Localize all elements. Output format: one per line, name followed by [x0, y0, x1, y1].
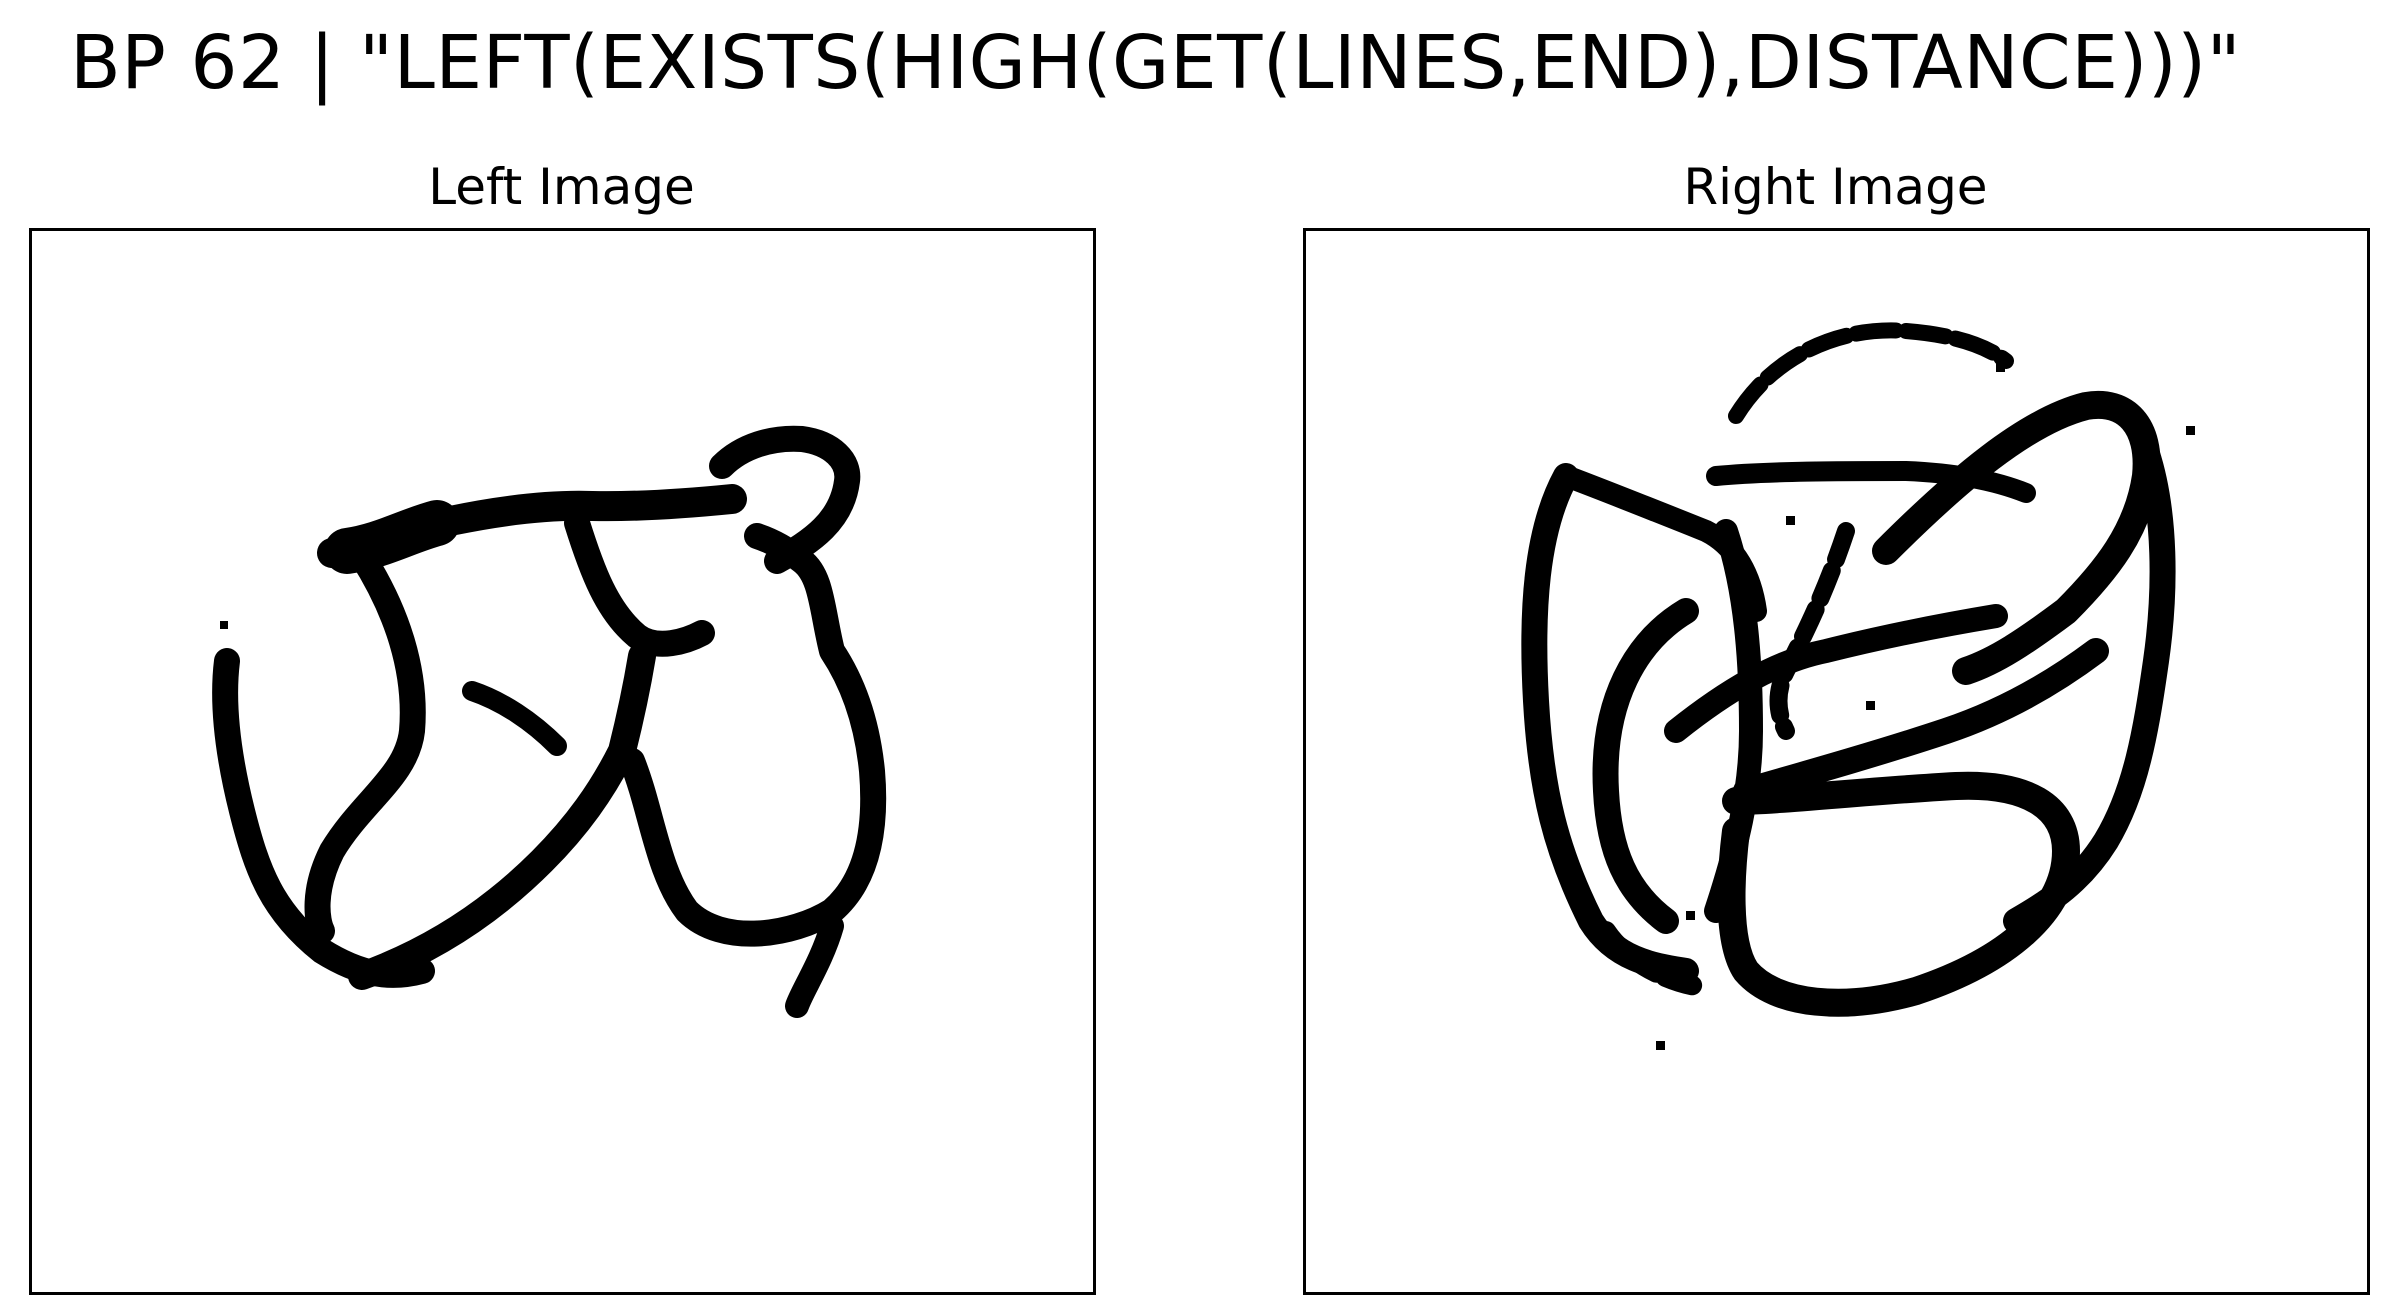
left-stroke-bottom-diagonal — [348, 642, 656, 990]
left-stroke-cross — [462, 681, 567, 756]
left-stroke-right-loop — [619, 523, 887, 947]
left-stroke-right-top — [709, 425, 861, 574]
left-image-panel — [29, 228, 1096, 1295]
right-image-panel — [1303, 228, 2370, 1295]
figure-title: BP 62 | "LEFT(EXISTS(HIGH(GET(LINES,END)… — [70, 20, 2242, 106]
right-stroke-crossing — [1769, 522, 1855, 740]
right-speck-4 — [1786, 516, 1795, 525]
right-speck-3 — [1656, 1041, 1665, 1050]
left-stroke-tail — [785, 914, 844, 1018]
left-stroke-left-arm — [304, 543, 426, 944]
right-stroke-top-bar — [1706, 461, 2036, 503]
left-panel-title: Left Image — [428, 158, 695, 216]
right-speck-1 — [2186, 426, 2195, 435]
right-stroke-lower-loop — [1717, 771, 2080, 1017]
left-drawing — [212, 425, 887, 1018]
right-stroke-diagonal-1 — [1664, 604, 2008, 743]
left-stroke-center — [564, 510, 715, 657]
right-panel-title: Right Image — [1683, 158, 1988, 216]
right-stroke-bottom-left — [1596, 921, 1706, 996]
right-stroke-diagonal-2 — [1733, 638, 2109, 804]
right-stroke-inner-left — [1592, 598, 1699, 934]
left-speck — [220, 621, 228, 629]
right-speck-5 — [1686, 911, 1695, 920]
right-stroke-top-arc — [1728, 322, 2014, 424]
right-speck-6 — [1866, 701, 1875, 710]
right-speck-2 — [1996, 363, 2005, 372]
right-drawing — [1521, 322, 2195, 1050]
